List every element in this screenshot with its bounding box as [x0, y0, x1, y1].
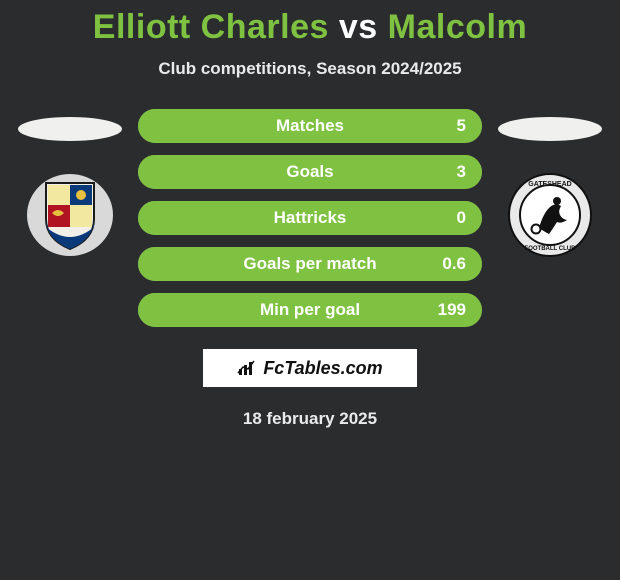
stats-column: Matches 5 Goals 3 Hattricks 0 Goals per … — [138, 109, 482, 327]
wealdstone-badge — [22, 173, 118, 257]
right-side-column: GATESHEAD FOOTBALL CLUB — [498, 109, 602, 257]
svg-text:GATESHEAD: GATESHEAD — [528, 181, 571, 188]
player2-name: Malcolm — [388, 8, 528, 46]
brand-watermark: FcTables.com — [203, 349, 417, 387]
left-side-column — [18, 109, 122, 257]
stat-label: Matches — [140, 116, 480, 136]
bar-chart-icon — [237, 359, 259, 377]
player1-name: Elliott Charles — [93, 8, 329, 46]
stat-value-right: 5 — [457, 116, 466, 136]
date-text: 18 february 2025 — [0, 409, 620, 429]
comparison-card: Elliott Charles vs Malcolm Club competit… — [0, 0, 620, 429]
stat-row-min-per-goal: Min per goal 199 — [138, 293, 482, 327]
subtitle: Club competitions, Season 2024/2025 — [0, 59, 620, 79]
page-title: Elliott Charles vs Malcolm — [0, 8, 620, 47]
stat-value-right: 0 — [457, 208, 466, 228]
stat-row-goals: Goals 3 — [138, 155, 482, 189]
stat-value-right: 199 — [438, 300, 466, 320]
svg-text:FOOTBALL CLUB: FOOTBALL CLUB — [525, 246, 577, 252]
stat-value-right: 3 — [457, 162, 466, 182]
stat-row-hattricks: Hattricks 0 — [138, 201, 482, 235]
stat-row-matches: Matches 5 — [138, 109, 482, 143]
stat-label: Min per goal — [140, 300, 480, 320]
stat-label: Goals per match — [140, 254, 480, 274]
player2-portrait-ellipse — [498, 117, 602, 141]
player1-portrait-ellipse — [18, 117, 122, 141]
stat-row-goals-per-match: Goals per match 0.6 — [138, 247, 482, 281]
gateshead-badge: GATESHEAD FOOTBALL CLUB — [502, 173, 598, 257]
stat-label: Hattricks — [140, 208, 480, 228]
stat-value-right: 0.6 — [442, 254, 466, 274]
stats-area: Matches 5 Goals 3 Hattricks 0 Goals per … — [0, 109, 620, 327]
stat-label: Goals — [140, 162, 480, 182]
vs-separator: vs — [339, 8, 378, 46]
brand-text: FcTables.com — [263, 358, 382, 379]
